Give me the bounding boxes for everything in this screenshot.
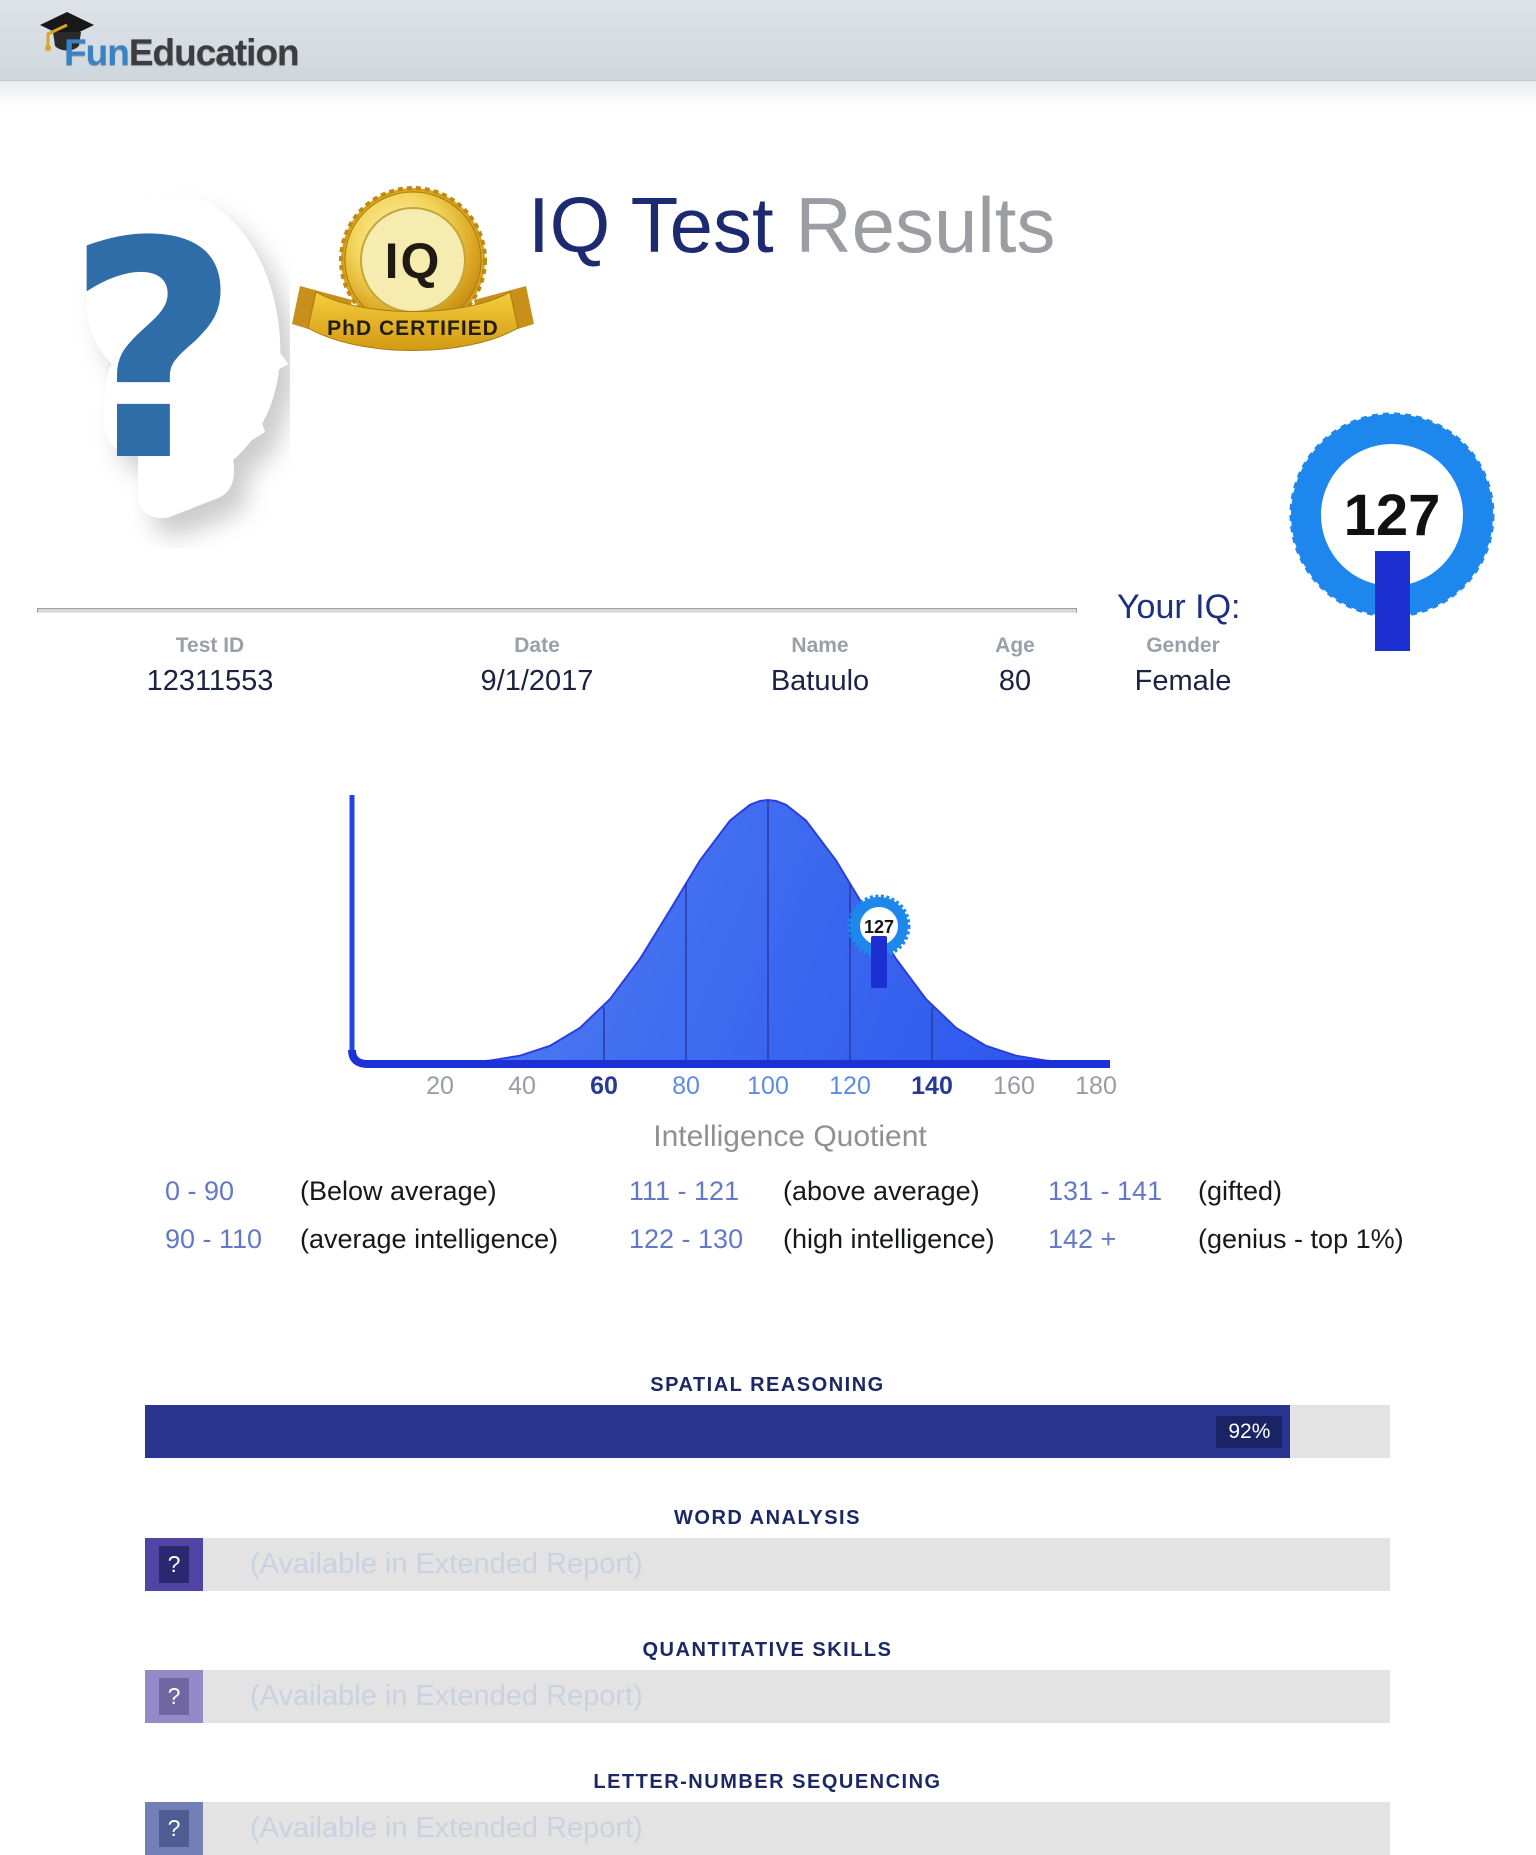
quantitative-skills-bar: ? (Available in Extended Report) <box>145 1670 1390 1723</box>
badge-ribbon-text: PhD CERTIFIED <box>327 317 499 340</box>
header-bar: FunEducation <box>0 0 1536 81</box>
info-field-age: Age 80 <box>995 634 1035 698</box>
question-icon: ? <box>159 1810 189 1847</box>
legend-range: 122 - 130 <box>629 1224 744 1254</box>
info-label: Name <box>791 634 849 657</box>
locked-help-chip[interactable]: ? <box>145 1670 203 1723</box>
title-results: Results <box>773 181 1056 269</box>
marker-value: 127 <box>864 917 894 937</box>
logo-fun: Fun <box>64 32 130 73</box>
iq-score-badge: 127 <box>1289 412 1495 651</box>
svg-text:160: 160 <box>993 1072 1035 1100</box>
info-value: Batuulo <box>770 665 870 697</box>
question-icon: ? <box>159 1546 189 1583</box>
divider-line <box>37 608 1077 613</box>
logo-text: FunEducation <box>64 32 300 74</box>
your-iq-label: Your IQ: <box>1117 588 1241 626</box>
phd-certified-badge: IQ PhD CERTIFIED <box>292 186 534 351</box>
legend-range: 90 - 110 <box>165 1224 263 1254</box>
section-title-quantitative-skills: QUANTITATIVE SKILLS <box>642 1639 893 1661</box>
word-analysis-bar: ? (Available in Extended Report) <box>145 1538 1390 1591</box>
spatial-reasoning-bar: 92% <box>145 1405 1390 1458</box>
legend-range: 131 - 141 <box>1048 1176 1163 1206</box>
logo-education: Education <box>128 32 300 73</box>
chart-axes <box>348 795 1110 1068</box>
locked-placeholder: (Available in Extended Report) <box>250 1812 643 1844</box>
score-marker: 127 <box>847 894 911 988</box>
question-mark-glyph: ? <box>66 188 240 527</box>
head-silhouette <box>85 195 288 518</box>
legend-desc: (gifted) <box>1198 1176 1283 1206</box>
svg-text:140: 140 <box>911 1072 953 1100</box>
svg-text:180: 180 <box>1075 1072 1117 1100</box>
info-label: Date <box>514 634 560 657</box>
page-title: IQ Test Results <box>528 186 1055 264</box>
letter-number-sequencing-bar: ? (Available in Extended Report) <box>145 1802 1390 1855</box>
section-title-word-analysis: WORD ANALYSIS <box>674 1507 861 1529</box>
legend-range: 142 + <box>1048 1224 1117 1254</box>
svg-text:40: 40 <box>508 1072 536 1100</box>
legend-range: 111 - 121 <box>629 1176 740 1206</box>
badge-iq-text: IQ <box>385 233 442 289</box>
legend-desc: (genius - top 1%) <box>1198 1224 1404 1254</box>
svg-text:80: 80 <box>672 1072 700 1100</box>
info-value: 80 <box>998 665 1032 697</box>
info-field-test-id: Test ID 12311553 <box>147 634 274 698</box>
legend-desc: (average intelligence) <box>300 1224 559 1254</box>
question-icon: ? <box>159 1678 189 1715</box>
info-field-gender: Gender Female <box>1135 634 1232 698</box>
marker-pin <box>871 936 887 988</box>
chart-gridlines <box>603 801 933 1060</box>
locked-help-chip[interactable]: ? <box>145 1538 203 1591</box>
info-label: Test ID <box>175 634 245 657</box>
info-label: Gender <box>1146 634 1220 657</box>
spatial-reasoning-fill: 92% <box>145 1405 1291 1458</box>
info-field-date: Date 9/1/2017 <box>481 634 594 698</box>
section-title-letter-number-sequencing: LETTER-NUMBER SEQUENCING <box>593 1771 942 1793</box>
iq-score-value: 127 <box>1344 483 1441 548</box>
legend-desc: (above average) <box>783 1176 980 1206</box>
info-value: 9/1/2017 <box>480 665 594 697</box>
iq-distribution-chart: 20 40 60 80 100 120 140 160 180 127 <box>348 795 1117 1100</box>
svg-text:60: 60 <box>590 1072 618 1100</box>
info-value: 12311553 <box>146 665 274 697</box>
chart-title: Intelligence Quotient <box>653 1120 927 1153</box>
legend-desc: (high intelligence) <box>783 1224 995 1254</box>
info-field-name: Name Batuulo <box>771 634 869 698</box>
bell-curve-area <box>359 798 1107 1065</box>
info-label: Age <box>995 634 1035 657</box>
title-iq-test: IQ Test <box>528 181 774 269</box>
locked-placeholder: (Available in Extended Report) <box>250 1548 643 1580</box>
x-axis-tick-labels: 20 40 60 80 100 120 140 160 180 <box>426 1072 1117 1100</box>
locked-help-chip[interactable]: ? <box>145 1802 203 1855</box>
locked-placeholder: (Available in Extended Report) <box>250 1680 643 1712</box>
question-head-icon: ? <box>66 188 288 527</box>
iq-badge-pin <box>1375 551 1410 651</box>
graduation-cap-icon <box>40 12 94 51</box>
info-value: Female <box>1134 665 1232 697</box>
svg-text:100: 100 <box>747 1072 789 1100</box>
legend-range: 0 - 90 <box>165 1176 235 1206</box>
section-title-spatial-reasoning: SPATIAL REASONING <box>650 1374 885 1396</box>
legend-desc: (Below average) <box>300 1176 497 1206</box>
svg-text:20: 20 <box>426 1072 454 1100</box>
header-shadow <box>0 81 1536 107</box>
svg-text:120: 120 <box>829 1072 871 1100</box>
spatial-reasoning-percent: 92% <box>1216 1415 1283 1448</box>
